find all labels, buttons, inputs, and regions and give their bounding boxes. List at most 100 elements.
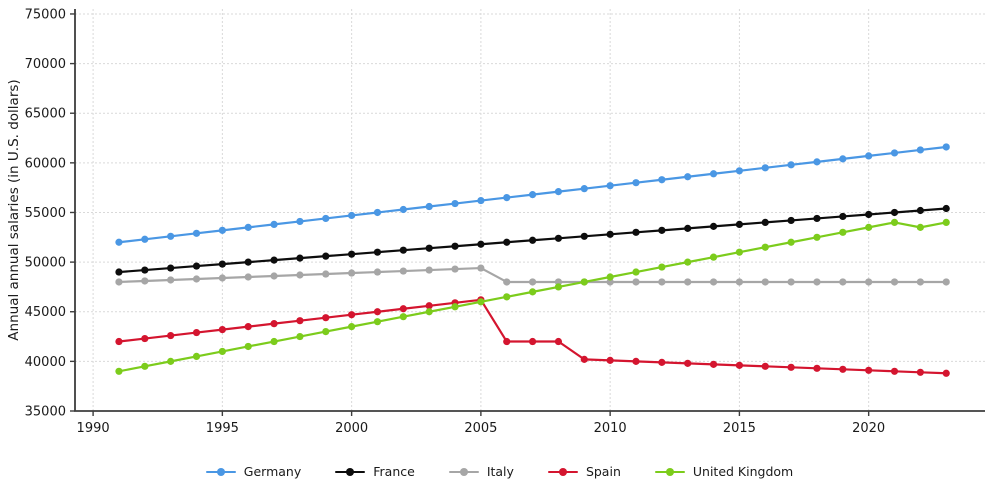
data-point-marker [322,252,330,260]
data-point-marker [218,260,226,268]
data-point-marker [451,265,459,273]
data-point-marker [503,278,511,286]
data-point-marker [761,164,769,172]
legend-item-france: France [335,464,415,479]
data-point-marker [580,185,588,193]
data-point-marker [141,266,149,274]
data-point-marker [632,278,640,286]
data-point-marker [115,238,123,246]
y-tick-label: 35000 [25,405,66,420]
data-point-marker [167,276,175,284]
data-point-marker [942,218,950,227]
data-point-marker [942,278,950,286]
data-point-marker [839,228,847,236]
data-point-marker [916,278,924,286]
data-point-marker [709,360,718,368]
data-point-marker [761,218,769,227]
data-point-marker [322,214,330,223]
data-point-marker [296,217,304,226]
data-point-marker [632,268,640,276]
y-tick-label: 75000 [25,7,66,22]
france-line-swatch-icon [335,467,366,477]
data-point-marker [554,278,563,286]
data-point-marker [658,263,666,271]
data-point-marker [761,278,769,286]
data-point-marker [684,224,692,232]
data-point-marker [477,298,485,306]
data-point-marker [658,226,666,234]
legend-label-italy: Italy [486,464,514,479]
data-point-marker [606,278,614,286]
data-point-marker [735,278,744,286]
series-united-kingdom [115,218,950,375]
data-point-marker [425,302,433,310]
data-point-marker [735,167,744,175]
legend-item-germany: Germany [205,464,302,479]
data-point-marker [787,363,795,371]
data-point-marker [942,143,950,151]
data-point-marker [709,170,718,178]
data-point-marker [270,220,278,228]
gridlines [75,9,985,412]
y-tick-label: 50000 [25,256,66,271]
data-point-marker [554,234,563,242]
legend-label-spain: Spain [585,464,621,479]
data-point-marker [890,367,899,375]
data-point-marker [632,228,640,236]
data-point-marker [192,229,201,237]
data-point-marker [141,235,149,243]
data-point-marker [373,248,382,256]
data-point-marker [865,366,873,374]
data-point-marker [167,331,175,340]
data-point-marker [141,277,149,285]
y-tick-label: 45000 [25,305,66,320]
data-point-marker [787,278,795,286]
y-tick-label: 55000 [25,206,66,221]
data-point-marker [658,278,666,286]
data-point-marker [916,206,924,215]
data-point-marker [813,214,821,223]
data-point-marker [942,369,950,377]
data-point-marker [373,268,382,276]
x-tick-label: 1990 [77,421,110,436]
data-point-marker [451,242,459,250]
y-tick-label: 70000 [25,57,66,72]
data-point-marker [890,149,899,157]
data-point-marker [865,278,873,286]
spain-line-swatch-icon [547,467,578,477]
data-point-marker [296,317,304,325]
y-tick-label: 40000 [25,355,66,370]
legend-label-germany: Germany [243,464,302,479]
data-point-marker [115,268,123,276]
data-point-marker [167,357,175,365]
data-point-marker [632,357,640,365]
data-point-marker [813,278,821,286]
data-point-marker [528,236,537,244]
data-point-marker [115,367,123,375]
data-point-marker [761,362,769,370]
data-point-marker [115,278,123,286]
data-point-marker [554,337,563,346]
data-point-marker [684,258,692,266]
data-point-marker [503,193,511,202]
data-point-marker [296,254,304,262]
x-tick-label: 1995 [206,421,239,436]
y-axis-label: Annual annual salaries (in U.S. dollars) [6,79,22,341]
data-point-marker [296,271,304,279]
data-point-marker [425,308,433,316]
data-point-marker [425,266,433,274]
y-tick-label: 60000 [25,156,66,171]
data-point-marker [244,323,252,331]
data-point-marker [373,308,382,316]
data-point-marker [270,256,278,264]
data-point-marker [554,283,563,291]
data-point-marker [451,303,459,311]
data-point-marker [865,223,873,231]
series-germany [115,143,950,246]
data-point-marker [296,332,304,341]
data-point-marker [865,152,873,160]
data-point-marker [761,243,769,251]
data-point-marker [632,179,640,187]
data-point-marker [192,275,201,283]
data-point-marker [684,173,692,181]
